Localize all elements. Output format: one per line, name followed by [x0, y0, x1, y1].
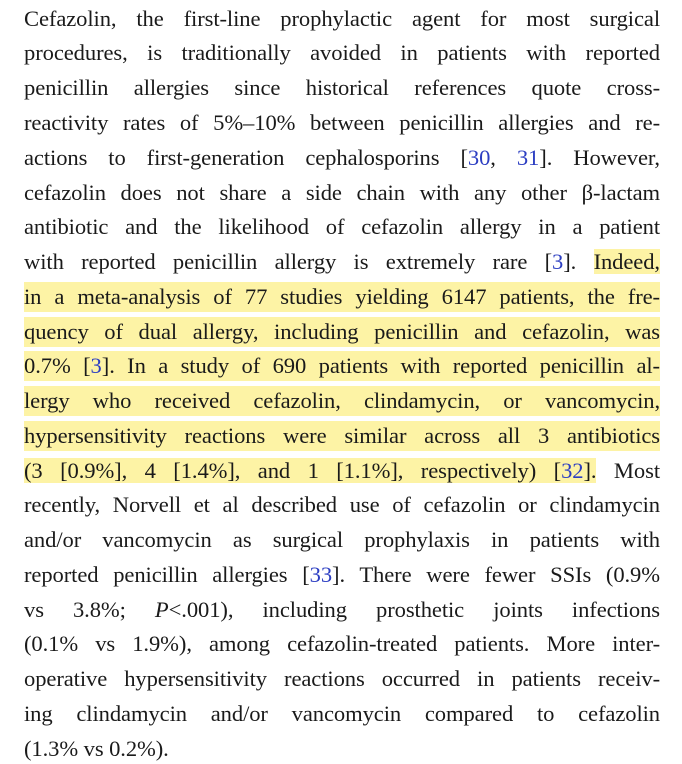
text-segment: .: [570, 249, 594, 274]
citation-link-3[interactable]: 3: [90, 353, 102, 378]
text-line-7: antibiotic and the likelihood of cefazol…: [24, 214, 660, 239]
text-segment: (3 [0.9%], 4 [1.4%], and 1 [1.1%], respe…: [24, 458, 554, 483]
text-segment: . However,: [546, 145, 660, 170]
highlighted-line-10: quency of dual allergy, including penici…: [24, 317, 660, 347]
highlighted-text: Indeed,: [593, 249, 660, 274]
p-value-symbol: P: [154, 597, 169, 622]
citation-bracket: [: [544, 249, 553, 274]
citation-link-32[interactable]: 32: [561, 458, 584, 483]
citation-bracket: [: [553, 458, 562, 483]
text-segment: 0.7%: [24, 353, 84, 378]
text-line-14: (3 [0.9%], 4 [1.4%], and 1 [1.1%], respe…: [24, 456, 660, 486]
text-segment: .: [590, 458, 597, 483]
text-segment: . In a study of 690 patients with report…: [109, 353, 660, 378]
citation-bracket: ]: [583, 458, 591, 483]
citation-separator: ,: [490, 145, 517, 170]
citation-bracket: [: [460, 145, 468, 170]
citation-bracket: ]: [539, 145, 547, 170]
text-line-15: recently, Norvell et al described use of…: [24, 492, 660, 517]
citation-link-3[interactable]: 3: [552, 249, 564, 274]
highlighted-line-13: hypersensitivity reactions were similar …: [24, 421, 660, 451]
citation-bracket: [: [302, 562, 310, 587]
citation-bracket: ]: [563, 249, 571, 274]
text-line-1: Cefazolin, the first-line prophylactic a…: [24, 6, 660, 31]
text-segment: vs 3.8%;: [24, 597, 155, 622]
text-line-2: procedures, is traditionally avoided in …: [24, 40, 660, 65]
text-line-22: (1.3% vs 0.2%).: [24, 736, 169, 761]
text-line-18: vs 3.8%; P<.001), including prosthetic j…: [24, 595, 660, 625]
text-line-5: actions to first-generation cephalospori…: [24, 143, 660, 173]
text-segment: reported penicillin allergies: [24, 562, 303, 587]
text-segment: <.001), including prosthetic joints infe…: [168, 597, 661, 622]
highlighted-text: (3 [0.9%], 4 [1.4%], and 1 [1.1%], respe…: [24, 458, 597, 483]
text-line-21: ing clindamycin and/or vancomycin compar…: [24, 701, 660, 726]
highlighted-line-12: lergy who received cefazolin, clindamyci…: [24, 386, 660, 416]
highlighted-line-11: 0.7% [3]. In a study of 690 patients wit…: [24, 351, 660, 381]
text-segment: actions to first-generation cephalospori…: [24, 145, 461, 170]
highlighted-line-9: in a meta-analysis of 77 studies yieldin…: [24, 282, 660, 312]
text-segment: . There were fewer SSIs (0.9%: [339, 562, 660, 587]
text-line-6: cefazolin does not share a side chain wi…: [24, 180, 660, 205]
text-segment: with reported penicillin allergy is extr…: [24, 249, 545, 274]
text-line-16: and/or vancomycin as surgical prophylaxi…: [24, 527, 660, 552]
citation-link-30[interactable]: 30: [467, 145, 491, 170]
text-segment: Most: [596, 458, 660, 483]
citation-bracket: [: [83, 353, 91, 378]
text-line-19: (0.1% vs 1.9%), among cefazolin-treated …: [24, 631, 660, 656]
citation-bracket: ]: [101, 353, 110, 378]
text-line-3: penicillin allergies since historical re…: [24, 75, 660, 100]
citation-link-31[interactable]: 31: [516, 145, 540, 170]
citation-bracket: ]: [332, 562, 340, 587]
text-line-20: operative hypersensitivity reactions occ…: [24, 666, 660, 691]
text-line-17: reported penicillin allergies [33]. Ther…: [24, 560, 660, 590]
text-line-4: reactivity rates of 5%–10% between penic…: [24, 110, 660, 135]
text-line-8: with reported penicillin allergy is extr…: [24, 247, 660, 277]
citation-link-33[interactable]: 33: [309, 562, 333, 587]
